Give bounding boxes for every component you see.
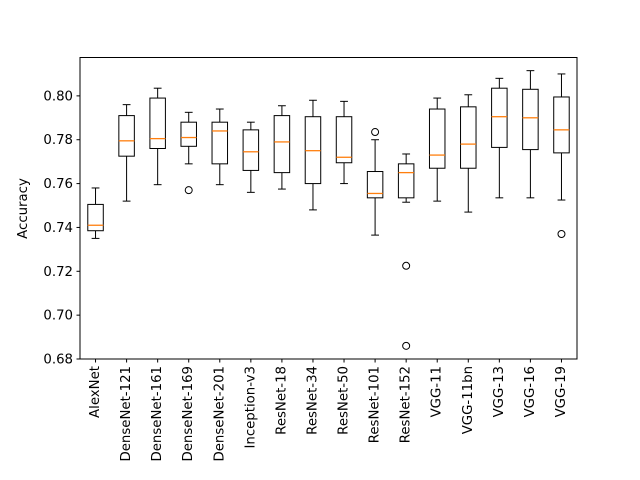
x-tick-label: DenseNet-169 [181, 366, 196, 461]
x-tick-label: ResNet-34 [305, 366, 320, 435]
x-tick-label: VGG-16 [523, 366, 538, 417]
plot-area: 0.68 0.70 0.72 0.74 0.76 0.78 0.80 AlexNet Dense… [43, 57, 578, 461]
box [460, 106, 477, 169]
outlier-point [402, 341, 411, 350]
box [397, 163, 415, 199]
box [242, 129, 260, 171]
box [522, 88, 539, 151]
x-tick-label: ResNet-50 [337, 366, 352, 435]
box [149, 97, 166, 149]
y-tick-label: 0.80 [43, 89, 73, 104]
y-tick-label: 0.72 [43, 265, 73, 280]
x-tick-label: Inception-v3 [243, 366, 258, 449]
y-tick-label: 0.76 [43, 177, 73, 192]
box [366, 171, 384, 199]
x-tick-label: DenseNet-201 [212, 366, 227, 461]
x-tick-label: ResNet-18 [274, 366, 289, 435]
box [553, 96, 570, 154]
outlier-point [371, 128, 380, 137]
x-tick-label: ResNet-101 [368, 366, 383, 443]
x-tick-label: VGG-13 [492, 366, 507, 417]
x-tick-label: VGG-11 [430, 366, 445, 417]
plot-border [79, 57, 578, 360]
box [491, 87, 508, 148]
x-tick-label: VGG-19 [554, 366, 569, 417]
x-tick-label: VGG-11bn [461, 366, 476, 434]
x-tick-label: DenseNet-121 [119, 366, 134, 461]
x-tick-label: AlexNet [88, 366, 103, 418]
box [335, 116, 353, 164]
box [273, 115, 291, 174]
y-tick-label: 0.68 [43, 353, 73, 368]
y-tick-label: 0.70 [43, 309, 73, 324]
box [118, 115, 135, 157]
y-tick-label: 0.78 [43, 133, 73, 148]
box [87, 203, 104, 232]
y-tick-label: 0.74 [43, 221, 73, 236]
box [180, 121, 197, 147]
outlier-point [557, 230, 566, 239]
outlier-point [184, 186, 193, 195]
box [428, 108, 446, 169]
x-tick-label: ResNet-152 [399, 366, 414, 443]
outlier-point [402, 261, 411, 270]
y-axis-label: Accuracy [16, 178, 31, 239]
x-tick-label: DenseNet-161 [150, 366, 165, 461]
box [211, 121, 229, 165]
